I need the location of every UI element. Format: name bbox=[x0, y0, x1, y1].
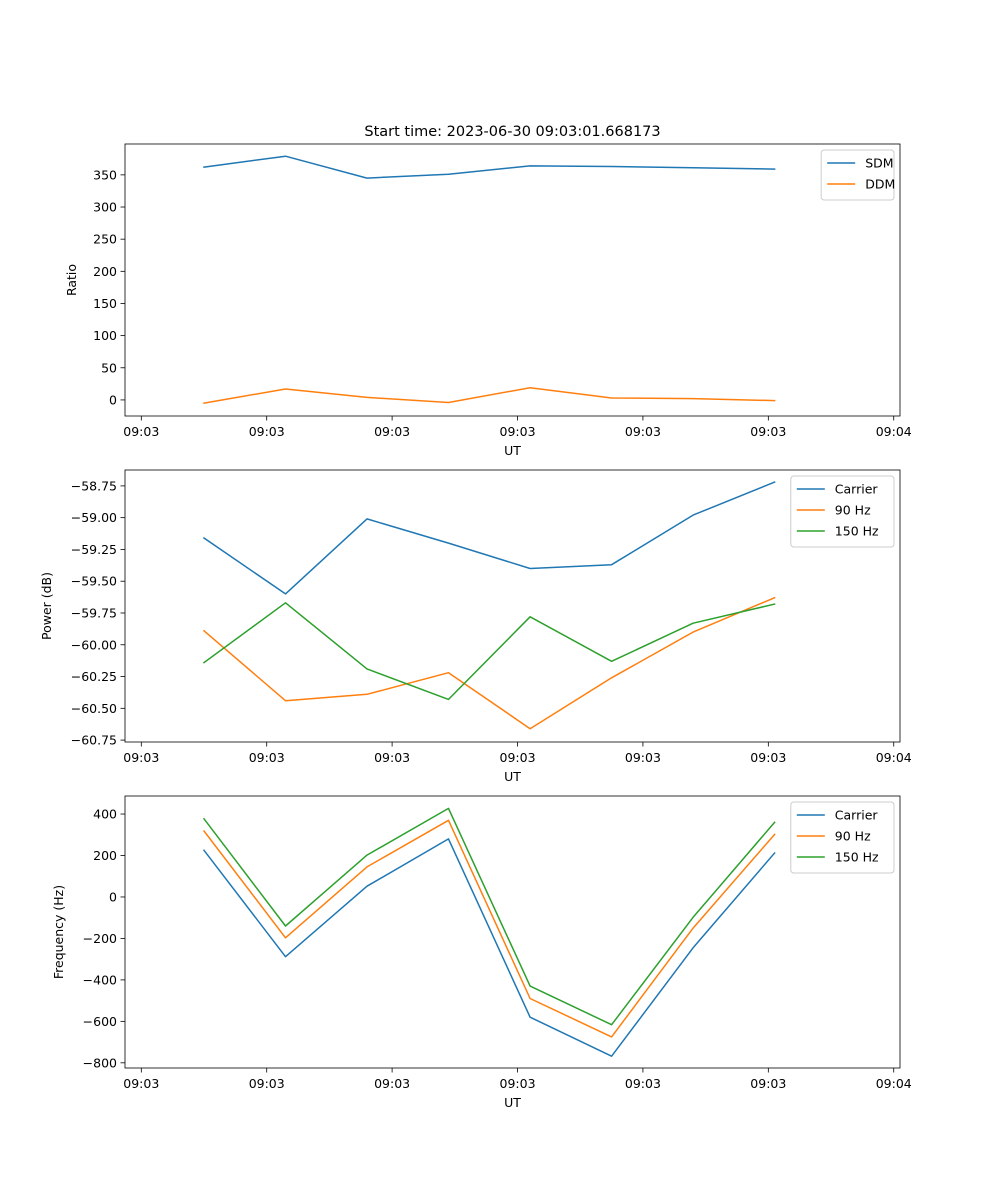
subplots: 09:03 09:03 09:03 09:03 09:03 09:03 09:04 0 50 10… bbox=[39, 143, 912, 1110]
y-axis-label: Ratio bbox=[64, 264, 79, 296]
y-tick-label: −59.75 bbox=[71, 605, 117, 620]
x-tick-label: 09:03 bbox=[500, 1076, 536, 1091]
x-tick-label: 09:04 bbox=[876, 750, 912, 765]
x-tick-label: 09:03 bbox=[750, 750, 786, 765]
series-line-1 bbox=[202, 481, 776, 595]
y-tick-label: −60.50 bbox=[71, 701, 117, 716]
subplot-1: 09:03 09:03 09:03 09:03 09:03 09:03 09:04 0 50 10… bbox=[64, 143, 912, 458]
x-tick-label: 09:03 bbox=[625, 750, 661, 765]
y-tick-label: −60.25 bbox=[71, 669, 117, 684]
y-tick-label: 250 bbox=[93, 232, 117, 247]
axes-frame bbox=[124, 143, 901, 417]
y-tick-label: 350 bbox=[93, 167, 117, 182]
series-line-2 bbox=[202, 819, 776, 1038]
y-tick-label: −600 bbox=[83, 1014, 117, 1029]
x-tick-label: 09:03 bbox=[374, 1076, 410, 1091]
x-tick-label: 09:03 bbox=[374, 750, 410, 765]
x-axis-label: UT bbox=[504, 443, 521, 458]
x-tick-label: 09:03 bbox=[500, 424, 536, 439]
subplot-3: 09:03 09:03 09:03 09:03 09:03 09:03 09:04 −800 −… bbox=[51, 795, 912, 1110]
series-line-3 bbox=[202, 807, 776, 1026]
x-axis-label: UT bbox=[504, 1095, 521, 1110]
x-tick-label: 09:03 bbox=[123, 750, 159, 765]
axes-frame bbox=[124, 795, 901, 1069]
y-tick-label: −200 bbox=[83, 931, 117, 946]
x-tick-label: 09:03 bbox=[750, 424, 786, 439]
series-line-1 bbox=[202, 838, 776, 1057]
y-tick-label: −60.00 bbox=[71, 637, 117, 652]
legend-label-2: DDM bbox=[865, 177, 895, 192]
x-tick-label: 09:03 bbox=[374, 424, 410, 439]
y-tick-label: 0 bbox=[109, 392, 117, 407]
x-tick-label: 09:03 bbox=[500, 750, 536, 765]
y-tick-label: 0 bbox=[109, 889, 117, 904]
legend-label-1: Carrier bbox=[835, 482, 879, 497]
y-tick-label: 150 bbox=[93, 296, 117, 311]
y-tick-label: −400 bbox=[83, 972, 117, 987]
y-tick-label: 200 bbox=[93, 848, 117, 863]
y-tick-label: 400 bbox=[93, 807, 117, 822]
x-tick-label: 09:03 bbox=[249, 750, 285, 765]
y-tick-label: −59.25 bbox=[71, 542, 117, 557]
legend: Carrier 90 Hz 150 Hz bbox=[790, 801, 895, 874]
subplot-2: 09:03 09:03 09:03 09:03 09:03 09:03 09:04 −60.7… bbox=[39, 469, 912, 784]
legend: Carrier 90 Hz 150 Hz bbox=[790, 475, 895, 548]
y-tick-label: 100 bbox=[93, 328, 117, 343]
x-tick-label: 09:03 bbox=[249, 1076, 285, 1091]
legend-frame bbox=[790, 801, 895, 874]
x-tick-label: 09:03 bbox=[249, 424, 285, 439]
y-tick-label: 200 bbox=[93, 264, 117, 279]
x-tick-label: 09:03 bbox=[625, 424, 661, 439]
series-line-2 bbox=[202, 596, 776, 730]
series-line-1 bbox=[203, 155, 776, 179]
y-tick-label: −60.75 bbox=[71, 733, 117, 748]
y-axis-label: Power (dB) bbox=[39, 572, 54, 640]
series-line-3 bbox=[202, 602, 776, 701]
x-tick-label: 09:03 bbox=[123, 1076, 159, 1091]
legend: SDM DDM bbox=[820, 149, 895, 201]
legend-label-2: 90 Hz bbox=[835, 503, 871, 518]
legend-label-2: 90 Hz bbox=[835, 829, 871, 844]
y-axis-label: Frequency (Hz) bbox=[51, 885, 66, 979]
y-tick-label: −58.75 bbox=[71, 478, 117, 493]
y-tick-label: −59.00 bbox=[71, 510, 117, 525]
legend-frame bbox=[790, 475, 895, 548]
y-tick-label: 300 bbox=[93, 200, 117, 215]
x-tick-label: 09:04 bbox=[876, 424, 912, 439]
x-tick-label: 09:04 bbox=[876, 1076, 912, 1091]
x-tick-label: 09:03 bbox=[123, 424, 159, 439]
legend-label-1: Carrier bbox=[835, 808, 879, 823]
y-tick-label: −59.50 bbox=[71, 574, 117, 589]
legend-label-3: 150 Hz bbox=[835, 524, 879, 539]
legend-label-3: 150 Hz bbox=[835, 850, 879, 865]
x-tick-label: 09:03 bbox=[750, 1076, 786, 1091]
x-tick-label: 09:03 bbox=[625, 1076, 661, 1091]
axes-frame bbox=[124, 469, 901, 743]
series-line-2 bbox=[203, 386, 776, 404]
legend-label-1: SDM bbox=[865, 156, 893, 171]
y-tick-label: 50 bbox=[101, 360, 117, 375]
figure-title: Start time: 2023-06-30 09:03:01.668173 bbox=[364, 124, 660, 140]
x-axis-label: UT bbox=[504, 769, 521, 784]
y-tick-label: −800 bbox=[83, 1055, 117, 1070]
